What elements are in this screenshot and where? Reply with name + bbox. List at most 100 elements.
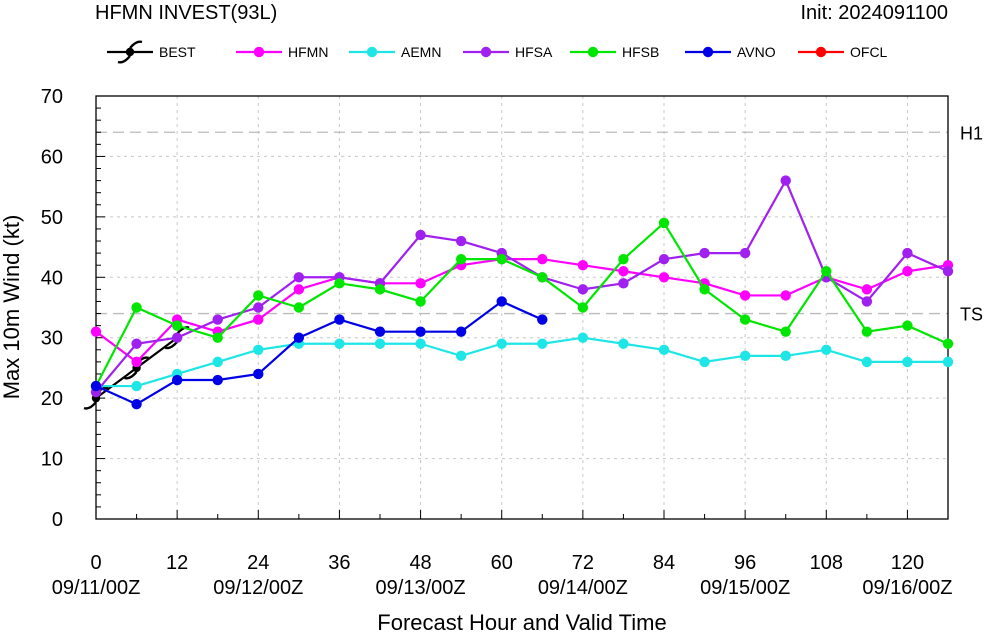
legend-label: BEST (159, 44, 196, 60)
hfsb-point (577, 302, 589, 313)
y-tick-label: 30 (41, 328, 63, 350)
legend-item-hfmn: HFMN (236, 44, 328, 60)
hfmn-point (415, 278, 426, 289)
legend-label: HFSA (515, 44, 553, 60)
hfsa-point (780, 175, 791, 186)
legend-swatch-marker (117, 40, 143, 64)
x-tick-label: 24 (247, 552, 269, 574)
hfmn-point (293, 284, 305, 295)
hfsb-point (131, 302, 142, 313)
legend-item-avno: AVNO (685, 44, 776, 60)
hfmn-point (739, 290, 751, 301)
aemn-point (902, 356, 913, 368)
hfsb-point (374, 284, 386, 295)
hfsb-point (902, 320, 913, 331)
x-tick-label: 72 (572, 552, 594, 574)
aemn-point (212, 356, 223, 368)
x-valid-time-label: 09/16/00Z (862, 577, 952, 599)
hfsb-point (537, 272, 548, 283)
avno-point (293, 332, 305, 343)
x-valid-time-label: 09/15/00Z (700, 577, 790, 599)
legend-swatch-marker (815, 46, 827, 58)
hfsa-point (902, 247, 913, 259)
y-tick-label: 10 (41, 449, 63, 471)
legend-item-hfsb: HFSB (570, 44, 659, 60)
aemn-point (658, 344, 670, 355)
chart-subtitle: Init: 2024091100 (800, 2, 948, 24)
legend-swatch-marker (366, 46, 378, 58)
avno-point (334, 314, 345, 325)
y-tick-label: 70 (41, 86, 63, 108)
avno-point (415, 326, 426, 337)
aemn-point (131, 380, 142, 392)
series-hfsb (90, 217, 954, 392)
hfmn-point (780, 290, 791, 301)
avno-point (131, 398, 142, 410)
aemn-point (334, 338, 345, 349)
hfsa-point (699, 247, 710, 259)
series-aemn (90, 332, 954, 392)
x-valid-time-label: 09/11/00Z (52, 577, 141, 599)
x-tick-label: 84 (653, 552, 675, 574)
hfsb-line (95, 221, 949, 387)
aemn-point (374, 338, 386, 349)
aemn-point (577, 332, 589, 343)
avno-point (455, 326, 467, 337)
axis-ticks: 0 10 20 30 40 50 60 70 0 12 24 36 48 60 72 84 96 108 120 09… (41, 86, 953, 599)
x-tick-label: 0 (90, 552, 101, 574)
legend-label: AVNO (737, 44, 776, 60)
hfsa-point (577, 284, 589, 295)
x-valid-time-label: 09/12/00Z (213, 577, 303, 599)
aemn-point (537, 338, 548, 349)
avno-line (95, 300, 543, 406)
hfsa-point (253, 302, 264, 313)
legend: BEST HFMN AEMN HFSA HFSB AVNO OFCL (107, 40, 888, 64)
reference-line-label: TS (960, 305, 983, 325)
aemn-point (455, 350, 467, 362)
aemn-point (942, 356, 954, 368)
hfsb-point (861, 326, 873, 337)
avno-point (171, 374, 183, 386)
grid (96, 96, 948, 519)
hfsb-point (618, 253, 629, 265)
avno-point (537, 314, 548, 325)
x-valid-time-label: 09/13/00Z (376, 577, 466, 599)
aemn-point (415, 338, 426, 349)
hfmn-point (253, 314, 264, 325)
x-tick-label: 96 (734, 552, 756, 574)
legend-item-hfsa: HFSA (463, 44, 553, 60)
aemn-point (253, 344, 264, 355)
aemn-point (739, 350, 751, 362)
legend-label: OFCL (850, 44, 888, 60)
x-tick-label: 36 (328, 552, 350, 574)
aemn-point (699, 356, 710, 368)
legend-label: HFMN (288, 44, 328, 60)
y-tick-label: 60 (41, 146, 63, 168)
plot-frame (95, 95, 949, 520)
aemn-line (96, 336, 948, 388)
hfmn-line (95, 258, 949, 363)
legend-swatch-marker (587, 46, 599, 58)
hfsa-point (455, 235, 467, 247)
hfsb-point (496, 253, 507, 265)
hfsb-point (658, 217, 670, 229)
y-axis-label: Max 10m Wind (kt) (0, 215, 24, 400)
avno-point (212, 374, 223, 386)
aemn-point (861, 356, 873, 368)
hfsa-point (131, 338, 142, 349)
hfsb-point (293, 302, 305, 313)
avno-point (253, 368, 264, 380)
y-tick-label: 20 (41, 388, 63, 410)
legend-swatch-marker (702, 46, 714, 58)
hfsa-point (658, 253, 670, 265)
hfsa-line (95, 179, 949, 393)
x-tick-label: 48 (409, 552, 431, 574)
hfsa-point (942, 266, 954, 277)
legend-item-aemn: AEMN (349, 44, 441, 60)
hfsb-point (699, 284, 710, 295)
x-tick-label: 108 (810, 552, 843, 574)
y-tick-label: 0 (52, 509, 63, 531)
hfsa-point (293, 272, 305, 283)
x-tick-label: 12 (166, 552, 188, 574)
